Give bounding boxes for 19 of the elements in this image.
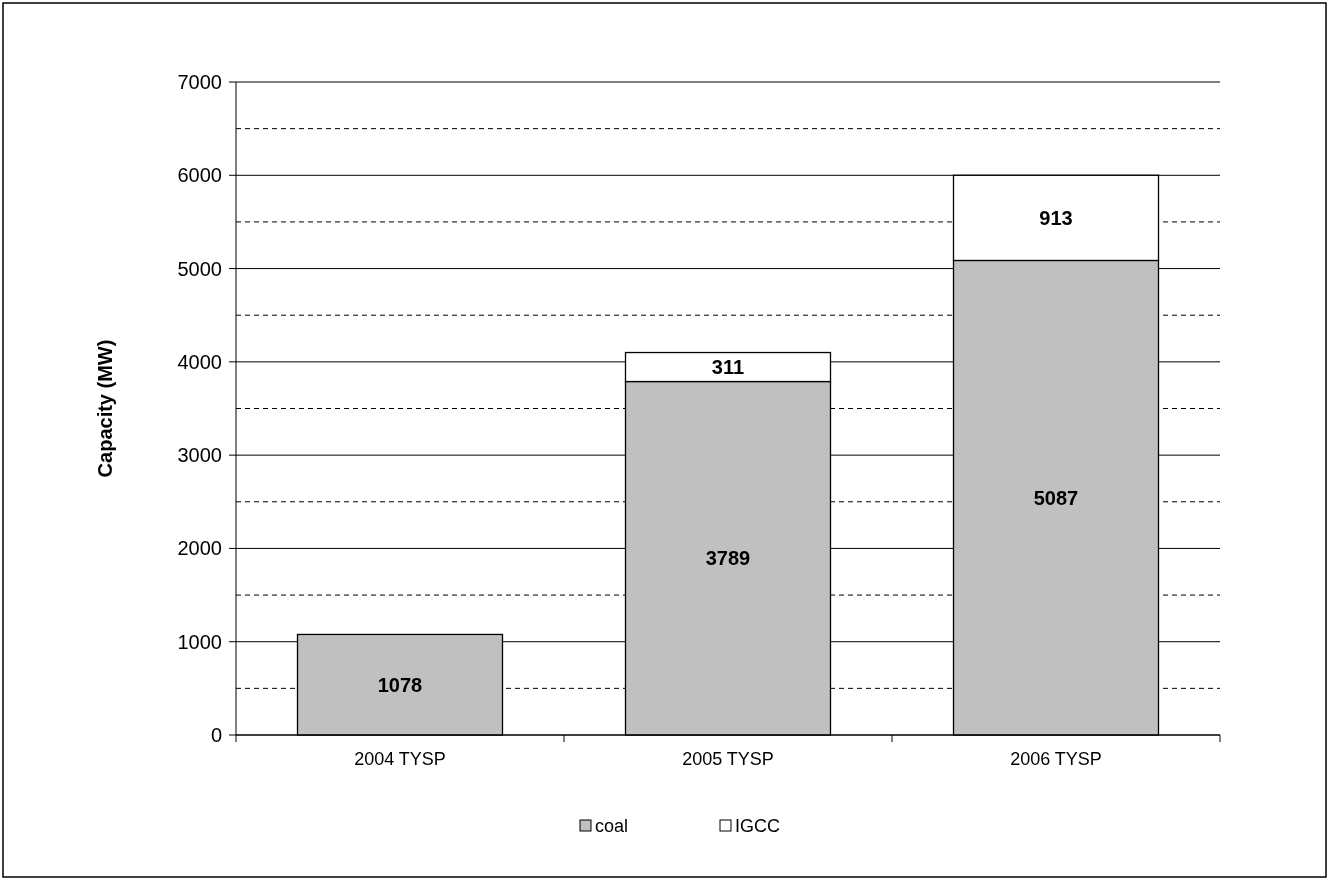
data-label: 913 <box>1039 206 1073 229</box>
y-tick-label: 3000 <box>177 444 222 467</box>
data-label: 311 <box>711 356 745 379</box>
y-tick-label: 7000 <box>177 71 222 93</box>
y-tick-label: 1000 <box>177 630 222 653</box>
y-tick-label: 6000 <box>177 164 222 187</box>
x-tick-label: 2005 TYSP <box>682 749 774 769</box>
data-label: 5087 <box>1033 486 1079 509</box>
legend-label: IGCC <box>735 816 780 837</box>
y-tick-label: 5000 <box>177 257 222 280</box>
y-axis-title: Capacity (MW) <box>94 339 116 478</box>
data-label: 3789 <box>705 547 751 570</box>
y-tick-label: 4000 <box>177 350 222 373</box>
y-tick-label: 2000 <box>177 537 222 560</box>
x-tick-label: 2006 TYSP <box>1010 749 1102 769</box>
y-tick-label: 0 <box>210 724 222 746</box>
data-label: 1078 <box>377 673 423 696</box>
x-tick-label: 2004 TYSP <box>354 749 446 769</box>
legend-label: coal <box>595 816 629 837</box>
